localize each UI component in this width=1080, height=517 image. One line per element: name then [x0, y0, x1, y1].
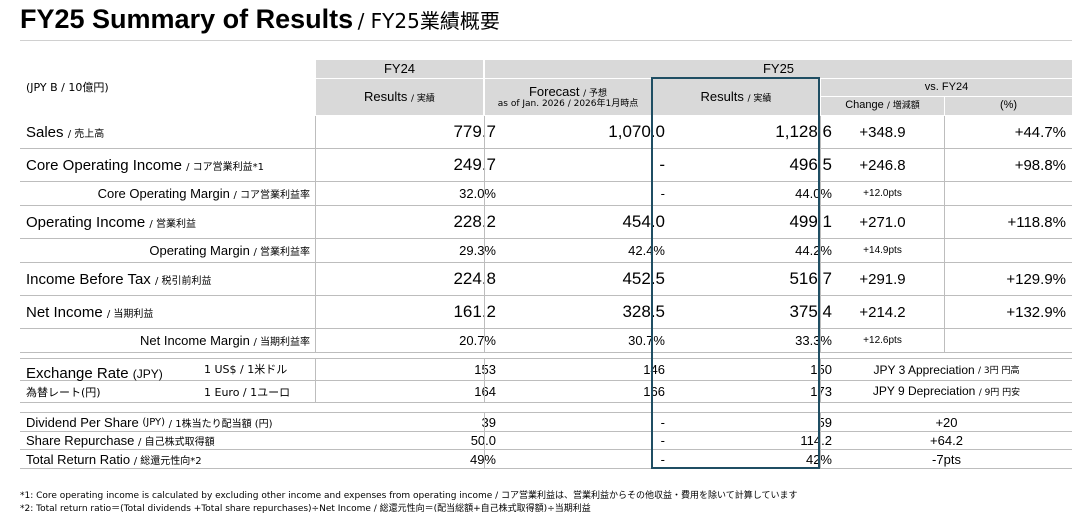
table-row-exchange-usd: 153 146 150 JPY 3 Appreciation / 3円 円高	[20, 358, 1072, 381]
header-fy24-results: Results / 実績	[316, 79, 483, 115]
col-divider	[944, 116, 945, 352]
title-main: FY25 Summary of Results	[20, 4, 354, 34]
col-divider	[484, 412, 485, 469]
unit-label: (JPY B / 10億円)	[26, 81, 109, 94]
col-divider	[315, 358, 316, 403]
table-row-exchange-eur: 164 166 173 JPY 9 Depreciation / 9円 円安	[20, 380, 1072, 403]
table-row-dividend: Dividend Per Share (JPY) / 1株当たり配当額 (円) …	[20, 412, 1072, 432]
footnote-2: *2: Total return ratio＝(Total dividends …	[20, 504, 591, 514]
table-row-operating-margin: Operating Margin / 営業利益率 29.3% 42.4% 44.…	[20, 239, 1072, 263]
title-sub: / FY25業績概要	[357, 9, 500, 33]
col-divider	[484, 358, 485, 403]
header-pct: (%)	[945, 97, 1072, 115]
header-fy24: FY24	[316, 60, 483, 78]
col-divider	[820, 116, 821, 352]
table-row-core-operating-income: Core Operating Income / コア営業利益*1 249.7 -…	[20, 149, 1072, 182]
header-fy25-results: Results / 実績	[653, 79, 819, 115]
table-row-total-return-ratio: Total Return Ratio / 総還元性向*2 49% - 42% -…	[20, 450, 1072, 469]
table-row-core-operating-margin: Core Operating Margin / コア営業利益率 32.0% - …	[20, 182, 1072, 206]
col-divider	[315, 116, 316, 352]
page-title: FY25 Summary of Results / FY25業績概要	[20, 4, 500, 35]
exchange-usd-label: 1 US$ / 1米ドル	[204, 363, 288, 376]
footnote-1: *1: Core operating income is calculated …	[20, 491, 798, 501]
col-divider	[820, 412, 821, 469]
title-divider	[20, 40, 1072, 41]
table-row-net-income: Net Income / 当期利益 161.2 328.5 375.4 +214…	[20, 296, 1072, 329]
exchange-rate-label-jp: 為替レート(円)	[26, 386, 101, 399]
col-divider	[484, 116, 485, 352]
table-row-net-income-margin: Net Income Margin / 当期利益率 20.7% 30.7% 33…	[20, 329, 1072, 353]
col-divider	[820, 358, 821, 403]
table-row-share-repurchase: Share Repurchase / 自己株式取得額 50.0 - 114.2 …	[20, 431, 1072, 450]
exchange-eur-label: 1 Euro / 1ユーロ	[204, 386, 291, 399]
header-forecast: Forecast / 予想 as of Jan. 2026 / 2026年1月時…	[485, 79, 651, 115]
header-vs-fy24: vs. FY24	[821, 79, 1072, 96]
exchange-rate-label: Exchange Rate (JPY)	[26, 365, 163, 382]
fy25-results-highlight	[651, 77, 820, 469]
table-row-income-before-tax: Income Before Tax / 税引前利益 224.8 452.5 51…	[20, 263, 1072, 296]
header-fy25: FY25	[485, 60, 1072, 78]
table-row-sales: Sales / 売上高 779.7 1,070.0 1,128.6 +348.9…	[20, 116, 1072, 149]
header-change: Change / 増減額	[821, 97, 944, 115]
table-row-operating-income: Operating Income / 営業利益 228.2 454.0 499.…	[20, 206, 1072, 239]
